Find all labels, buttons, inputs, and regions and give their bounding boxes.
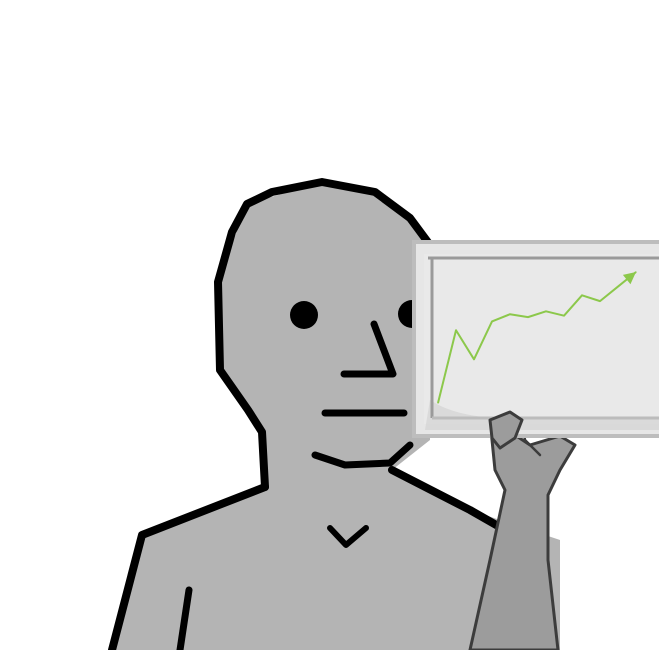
npc-left-shoulder-outline (108, 483, 269, 650)
trend-point (617, 285, 619, 288)
board-inner (424, 254, 659, 424)
npc-left-eye (290, 301, 318, 329)
board-shadow (425, 400, 659, 430)
trend-point (509, 313, 511, 315)
trend-point (581, 294, 583, 296)
trend-point (545, 310, 547, 312)
growth-chart-board (412, 240, 659, 438)
trend-point (473, 358, 475, 360)
trend-point (563, 315, 565, 317)
trend-point (437, 402, 439, 404)
npc-right-shoulder-outline (388, 466, 509, 534)
npc-holding-arm (468, 410, 577, 650)
npc-collar-notch (327, 525, 369, 548)
trend-series (437, 271, 637, 404)
npc-jaw-outline (311, 441, 414, 469)
npc-hand-over-board (488, 410, 524, 450)
npc-nose (340, 320, 397, 378)
trend-arrowhead (622, 272, 636, 285)
npc-arm-crease (176, 586, 193, 650)
trend-point (599, 300, 601, 302)
trend-point (455, 329, 457, 331)
trend-line (437, 271, 637, 404)
trend-point (527, 316, 529, 318)
trend-point (491, 320, 493, 323)
npc-head-outline (214, 178, 434, 491)
